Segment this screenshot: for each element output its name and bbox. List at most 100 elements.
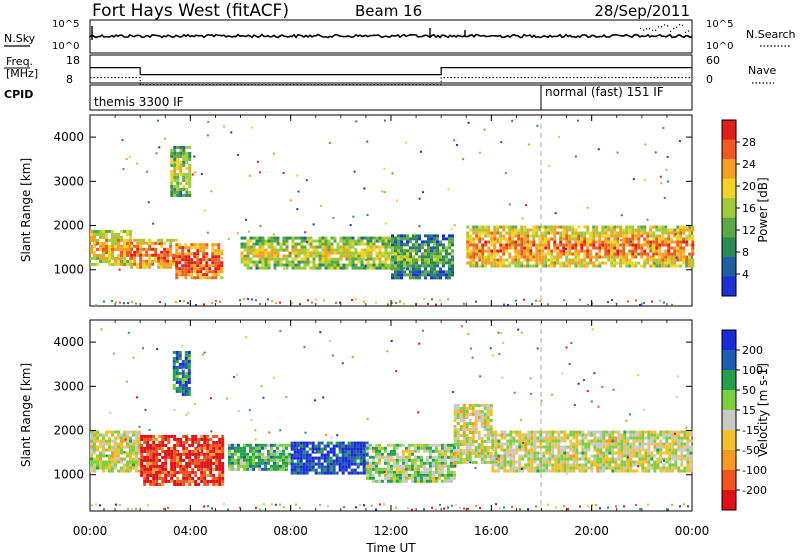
heatmap-cell <box>297 248 301 252</box>
heatmap-cell <box>111 466 114 470</box>
heatmap-cell <box>175 270 179 274</box>
heatmap-cell <box>318 242 322 246</box>
heatmap-cell <box>220 276 224 280</box>
heatmap-cell <box>683 466 687 470</box>
heatmap-cell <box>463 507 465 510</box>
heatmap-cell <box>194 482 198 486</box>
heatmap-cell <box>218 443 222 447</box>
heatmap-cell <box>450 228 453 231</box>
heatmap-cell <box>581 433 585 437</box>
heatmap-cell <box>507 303 509 306</box>
heatmap-cell <box>404 461 408 465</box>
heatmap-cell <box>242 467 246 471</box>
heatmap-cell <box>303 263 307 267</box>
heatmap-cell <box>667 237 671 241</box>
heatmap-cell <box>489 407 493 411</box>
heatmap-cell <box>511 240 515 244</box>
heatmap-cell <box>306 242 310 246</box>
heatmap-cell <box>404 446 408 450</box>
heatmap-cell <box>303 260 307 264</box>
heatmap-cell <box>312 263 316 267</box>
heatmap-cell <box>123 430 126 434</box>
heatmap-cell <box>374 464 378 468</box>
heatmap-cell <box>206 437 210 441</box>
heatmap-cell <box>221 482 225 486</box>
heatmap-cell <box>578 432 581 435</box>
heatmap-cell <box>598 261 602 265</box>
heatmap-cell <box>394 240 397 244</box>
heatmap-cell <box>206 467 210 471</box>
heatmap-cell <box>308 441 312 445</box>
heatmap-cell <box>138 433 141 437</box>
heatmap-cell <box>330 260 334 264</box>
heatmap-cell <box>190 267 194 271</box>
heatmap-cell <box>665 460 669 464</box>
heatmap-cell <box>671 436 675 440</box>
heatmap-cell <box>598 240 602 244</box>
heatmap-cell <box>99 463 102 467</box>
heatmap-cell <box>416 467 420 471</box>
heatmap-cell <box>161 434 165 438</box>
heatmap-cell <box>547 503 549 506</box>
heatmap-cell <box>559 240 563 244</box>
heatmap-cell <box>518 430 522 434</box>
heatmap-cell <box>563 445 567 449</box>
heatmap-cell <box>626 457 630 461</box>
heatmap-cell <box>317 465 321 469</box>
heatmap-cell <box>90 448 93 452</box>
heatmap-cell <box>191 479 195 483</box>
heatmap-cell <box>146 455 150 459</box>
heatmap-cell <box>193 252 197 256</box>
heatmap-cell <box>587 439 591 443</box>
heatmap-cell <box>302 447 306 451</box>
heatmap-cell <box>465 407 469 411</box>
heatmap-cell <box>257 455 261 459</box>
heatmap-cell <box>551 439 555 443</box>
heatmap-cell <box>102 442 105 446</box>
heatmap-cell <box>662 451 666 455</box>
heatmap-cell <box>359 471 363 475</box>
heatmap-cell <box>336 245 340 249</box>
heatmap-cell <box>536 439 540 443</box>
heatmap-cell <box>297 254 301 258</box>
heatmap-cell <box>371 476 375 480</box>
heatmap-cell <box>595 246 599 250</box>
heatmap-cell <box>445 249 448 253</box>
heatmap-cell <box>130 244 134 248</box>
heatmap-cell <box>520 261 524 265</box>
heatmap-cell <box>467 507 469 510</box>
heatmap-cell <box>105 259 108 263</box>
heatmap-cell <box>643 178 646 181</box>
heatmap-cell <box>160 250 164 254</box>
heatmap-cell <box>605 430 609 434</box>
heatmap-cell <box>656 460 660 464</box>
heatmap-cell <box>676 234 680 238</box>
heatmap-cell <box>539 299 541 302</box>
heatmap-cell <box>324 254 328 258</box>
heatmap-cell <box>658 228 662 232</box>
heatmap-cell <box>523 298 525 301</box>
heatmap-cell <box>412 258 415 262</box>
heatmap-cell <box>563 460 567 464</box>
heatmap-cell <box>418 273 421 277</box>
heatmap-cell <box>430 276 433 280</box>
search-noise-point <box>685 31 687 34</box>
heatmap-cell <box>149 446 153 450</box>
heatmap-cell <box>356 471 360 475</box>
heatmap-cell <box>535 258 539 262</box>
heatmap-cell <box>236 464 240 468</box>
heatmap-cell <box>182 172 186 176</box>
heatmap-cell <box>407 449 411 453</box>
heatmap-cell <box>181 267 185 271</box>
heatmap-cell <box>526 246 530 250</box>
heatmap-cell <box>158 470 162 474</box>
heatmap-cell <box>131 300 133 303</box>
heatmap-cell <box>670 258 674 262</box>
heatmap-cell <box>545 469 549 473</box>
heatmap-cell <box>188 151 192 155</box>
heatmap-cell <box>489 425 493 429</box>
heatmap-cell <box>575 436 579 440</box>
heatmap-cell <box>182 193 186 197</box>
heatmap-cell <box>489 347 492 350</box>
heatmap-cell <box>129 454 132 458</box>
